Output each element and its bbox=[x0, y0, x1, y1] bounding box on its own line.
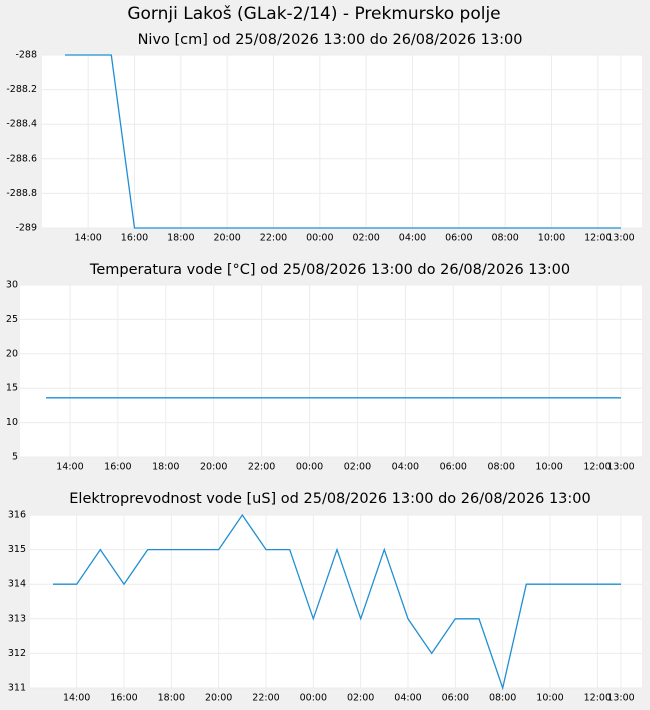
x-tick-label: 06:00 bbox=[442, 693, 469, 704]
y-tick-label: 314 bbox=[8, 579, 26, 590]
x-tick-label: 13:00 bbox=[607, 693, 634, 704]
chart-subtitle: Temperatura vode [°C] od 25/08/2026 13:0… bbox=[89, 262, 570, 278]
x-tick-label: 10:00 bbox=[536, 693, 563, 704]
x-tick-label: 16:00 bbox=[110, 693, 137, 704]
x-tick-label: 06:00 bbox=[440, 462, 467, 473]
x-tick-label: 13:00 bbox=[607, 462, 634, 473]
y-tick-label: -288.8 bbox=[6, 188, 37, 199]
y-tick-label: 20 bbox=[6, 348, 18, 359]
y-tick-label: 313 bbox=[8, 613, 26, 624]
y-tick-label: -288.2 bbox=[6, 84, 37, 95]
y-tick-label: -288.4 bbox=[6, 119, 37, 130]
x-tick-label: 00:00 bbox=[306, 233, 333, 244]
x-tick-label: 20:00 bbox=[205, 693, 232, 704]
y-tick-label: 312 bbox=[8, 648, 26, 659]
y-tick-label: 316 bbox=[8, 510, 26, 521]
y-tick-label: -288.6 bbox=[6, 153, 37, 164]
x-tick-label: 22:00 bbox=[260, 233, 287, 244]
x-tick-label: 22:00 bbox=[252, 693, 279, 704]
x-tick-label: 12:00 bbox=[583, 462, 610, 473]
chart-subtitle: Elektroprevodnost vode [uS] od 25/08/202… bbox=[69, 491, 590, 507]
x-tick-label: 20:00 bbox=[200, 462, 227, 473]
x-tick-label: 06:00 bbox=[445, 233, 472, 244]
data-line bbox=[65, 54, 621, 229]
x-tick-label: 08:00 bbox=[489, 693, 516, 704]
data-line bbox=[53, 513, 621, 691]
y-tick-label: 30 bbox=[6, 280, 18, 291]
plot-area bbox=[20, 285, 642, 457]
chart-subtitle: Nivo [cm] od 25/08/2026 13:00 do 26/08/2… bbox=[138, 32, 523, 48]
y-tick-label: 15 bbox=[6, 383, 18, 394]
plot-area bbox=[42, 55, 642, 228]
plot-area bbox=[30, 515, 642, 688]
x-tick-label: 12:00 bbox=[584, 693, 611, 704]
y-tick-label: 311 bbox=[8, 683, 26, 694]
x-tick-label: 04:00 bbox=[392, 462, 419, 473]
x-tick-label: 04:00 bbox=[394, 693, 421, 704]
x-tick-label: 14:00 bbox=[74, 233, 101, 244]
x-tick-label: 16:00 bbox=[104, 462, 131, 473]
y-tick-label: -288 bbox=[15, 50, 37, 61]
x-tick-label: 18:00 bbox=[152, 462, 179, 473]
x-tick-label: 12:00 bbox=[584, 233, 611, 244]
x-tick-label: 14:00 bbox=[56, 462, 83, 473]
x-tick-label: 08:00 bbox=[488, 462, 515, 473]
x-tick-label: 04:00 bbox=[399, 233, 426, 244]
x-tick-label: 02:00 bbox=[347, 693, 374, 704]
x-tick-label: 13:00 bbox=[607, 233, 634, 244]
y-tick-label: 25 bbox=[6, 314, 18, 325]
x-tick-label: 20:00 bbox=[213, 233, 240, 244]
x-tick-label: 18:00 bbox=[167, 233, 194, 244]
x-tick-label: 08:00 bbox=[491, 233, 518, 244]
x-tick-label: 02:00 bbox=[352, 233, 379, 244]
page-title: Gornji Lakoš (GLak-2/14) - Prekmursko po… bbox=[127, 4, 500, 24]
y-tick-label: 5 bbox=[12, 452, 18, 463]
x-tick-label: 14:00 bbox=[63, 693, 90, 704]
x-tick-label: 10:00 bbox=[538, 233, 565, 244]
x-tick-label: 00:00 bbox=[300, 693, 327, 704]
x-tick-label: 16:00 bbox=[121, 233, 148, 244]
x-tick-label: 22:00 bbox=[248, 462, 275, 473]
y-tick-label: 10 bbox=[6, 417, 18, 428]
x-tick-label: 00:00 bbox=[296, 462, 323, 473]
y-tick-label: -289 bbox=[15, 223, 37, 234]
x-tick-label: 18:00 bbox=[158, 693, 185, 704]
y-tick-label: 315 bbox=[8, 544, 26, 555]
x-tick-label: 10:00 bbox=[535, 462, 562, 473]
x-tick-label: 02:00 bbox=[344, 462, 371, 473]
